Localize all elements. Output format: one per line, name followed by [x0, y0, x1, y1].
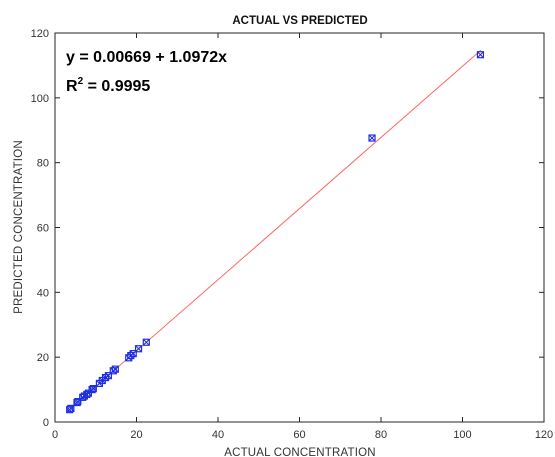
y-tick-label: 80 — [37, 158, 49, 170]
regression-equation: y = 0.00669 + 1.0972x — [66, 49, 227, 66]
plot-area — [54, 32, 545, 423]
data-point — [476, 51, 485, 59]
y-tick-label: 40 — [37, 287, 49, 299]
y-axis-label: PREDICTED CONCENTRATION — [13, 140, 25, 314]
x-axis-label: ACTUAL CONCENTRATION — [224, 447, 376, 457]
x-tick-label: 120 — [535, 429, 553, 441]
x-tick-label: 80 — [375, 429, 387, 441]
data-point — [368, 134, 376, 142]
data-point — [111, 365, 119, 373]
data-point — [67, 404, 75, 412]
x-tick-label: 0 — [52, 429, 58, 441]
x-tick-label: 100 — [453, 429, 471, 441]
y-tick-label: 0 — [43, 417, 49, 429]
y-tick-label: 120 — [31, 28, 49, 40]
x-tick-label: 60 — [293, 429, 305, 441]
data-point — [142, 338, 150, 346]
chart-title: ACTUAL VS PREDICTED — [232, 15, 367, 27]
x-axis-ticks: 0 20 40 60 80 100 120 — [52, 33, 553, 441]
data-point — [134, 345, 143, 353]
x-tick-label: 40 — [212, 429, 224, 441]
data-point — [89, 385, 97, 393]
y-tick-label: 100 — [31, 93, 49, 105]
x-tick-label: 20 — [130, 429, 142, 441]
r-squared-superscript: 2 — [78, 76, 84, 87]
r-squared-annotation: R2 = 0.9995 — [66, 76, 150, 95]
r-squared-prefix: R — [66, 78, 78, 95]
y-tick-label: 20 — [37, 352, 49, 364]
r-squared-value: = 0.9995 — [83, 78, 150, 95]
y-tick-label: 60 — [37, 223, 49, 235]
y-axis-ticks: 0 20 40 60 80 100 120 — [31, 28, 544, 429]
data-points — [66, 51, 485, 414]
